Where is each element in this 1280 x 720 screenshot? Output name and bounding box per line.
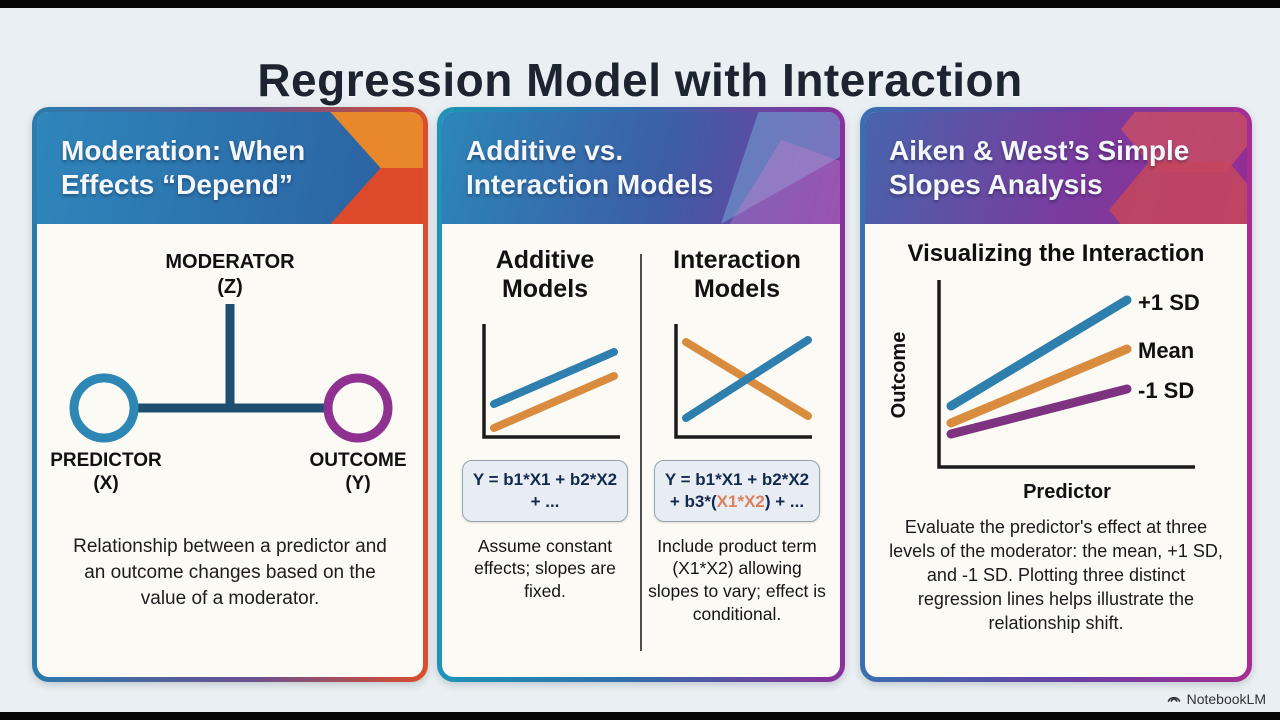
panel-slopes-body: Aiken & West’s Simple Slopes Analysis Vi… — [865, 112, 1247, 677]
y-axis-label: Outcome — [888, 332, 910, 419]
additive-mini-chart — [482, 323, 620, 439]
notebooklm-logo-icon — [1167, 696, 1180, 702]
slopes-axes — [937, 280, 1195, 469]
panel-slopes-header: Aiken & West’s Simple Slopes Analysis — [865, 112, 1247, 224]
panel-additive-header: Additive vs. Interaction Models — [442, 112, 840, 224]
additive-caption: Assume constant effects; slopes are fixe… — [474, 535, 616, 602]
x-axis-label: Predictor — [1023, 481, 1111, 503]
panel-moderation: Moderation: When Effects “Depend” MODERA… — [32, 107, 428, 682]
slope-line-plus1sd — [946, 295, 1132, 411]
interaction-formula-line2-post: ) + ... — [764, 491, 805, 511]
bottom-letterbox-bar — [0, 712, 1280, 720]
panel-moderation-header: Moderation: When Effects “Depend” — [37, 112, 423, 224]
notebooklm-label: NotebookLM — [1186, 691, 1266, 707]
interaction-models-heading: Interaction Models — [673, 246, 801, 303]
predictor-label: PREDICTOR — [50, 450, 162, 471]
moderation-description: Relationship between a predictor and an … — [73, 536, 387, 610]
panel-moderation-body: Moderation: When Effects “Depend” MODERA… — [37, 112, 423, 677]
panel-additive-body: Additive vs. Interaction Models Additive… — [442, 112, 840, 677]
additive-line-blue — [490, 347, 618, 408]
panel-simple-slopes: Aiken & West’s Simple Slopes Analysis Vi… — [860, 107, 1252, 682]
slope-line-mean — [946, 344, 1132, 428]
outcome-node-circle — [323, 373, 393, 443]
additive-axes — [482, 323, 620, 439]
moderator-label: MODERATOR — [165, 251, 295, 273]
additive-formula-box: Y = b1*X1 + b2*X2 + ... — [461, 459, 629, 522]
simple-slopes-title: Aiken & West’s Simple Slopes Analysis — [889, 134, 1190, 200]
additive-models-heading: Additive Models — [495, 246, 595, 303]
additive-line-orange — [490, 371, 618, 432]
top-letterbox-bar — [0, 0, 1280, 8]
interaction-mini-chart — [674, 323, 812, 439]
moderation-title: Moderation: When Effects “Depend” — [61, 134, 306, 200]
additive-formula-line1: Y = b1*X1 + b2*X2 — [472, 469, 618, 489]
label-plus1sd: +1 SD — [1138, 290, 1200, 315]
predictor-symbol: (X) — [93, 473, 118, 494]
interaction-column: Interaction Models Y = b1*X1 + b2*X2 + b… — [642, 240, 832, 665]
moderator-symbol: (Z) — [217, 276, 243, 298]
page-title: Regression Model with Interaction — [257, 53, 1023, 106]
additive-formula-line2: + ... — [530, 491, 560, 511]
slopes-chart-title: Visualizing the Interaction — [907, 240, 1205, 267]
comparison-grid: Additive Models Y = b1*X1 + b2*X2 + ... … — [442, 224, 840, 677]
moderation-diagram: MODERATOR (Z) PREDICTOR (X) OUTCOME (Y) — [50, 251, 406, 494]
panel-additive-vs-interaction: Additive vs. Interaction Models Additive… — [437, 107, 845, 682]
slopes-description: Evaluate the predictor's effect at three… — [889, 517, 1223, 633]
column-divider — [640, 254, 642, 651]
interaction-axes — [674, 323, 812, 439]
additive-column: Additive Models Y = b1*X1 + b2*X2 + ... … — [450, 240, 640, 665]
interaction-formula-line2: + b3*(X1*X2) + ... — [665, 491, 809, 513]
outcome-symbol: (Y) — [345, 473, 370, 494]
interaction-formula-line2-pre: + b3*( — [669, 491, 717, 511]
slope-line-minus1sd — [946, 384, 1132, 439]
label-mean: Mean — [1138, 338, 1194, 363]
notebooklm-watermark: NotebookLM — [1166, 691, 1266, 707]
interaction-formula-highlight: X1*X2 — [716, 491, 765, 511]
interaction-caption: Include product term (X1*X2) allowing sl… — [648, 535, 826, 624]
interaction-formula-line1: Y = b1*X1 + b2*X2 — [664, 469, 810, 489]
interaction-formula-box: Y = b1*X1 + b2*X2 + b3*(X1*X2) + ... — [653, 459, 821, 522]
predictor-node-circle — [69, 373, 139, 443]
slopes-chart: +1 SD Mean -1 SD Outcome Predictor — [888, 280, 1200, 503]
label-minus1sd: -1 SD — [1138, 378, 1194, 403]
additive-vs-interaction-title: Additive vs. Interaction Models — [466, 134, 714, 200]
outcome-label: OUTCOME — [309, 450, 406, 471]
interaction-line-blue — [682, 335, 812, 422]
